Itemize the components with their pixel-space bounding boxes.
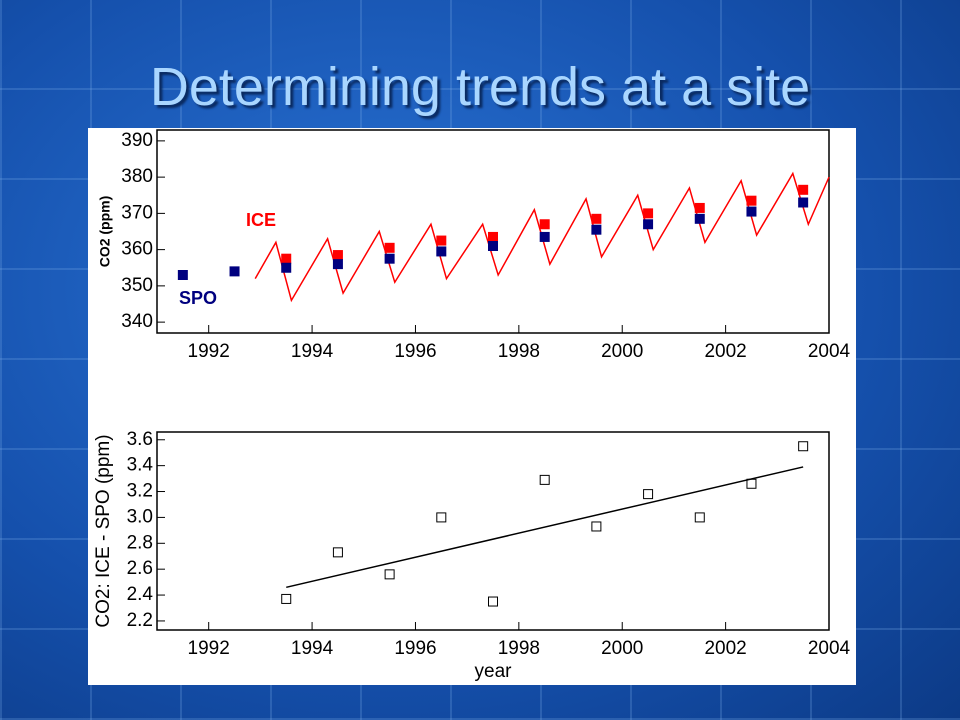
point (746, 206, 757, 217)
y-tick-label: 380 (121, 166, 153, 187)
plot-frame (156, 129, 830, 334)
y-tick-label: 3.0 (127, 506, 153, 527)
point (643, 208, 654, 219)
point (591, 224, 602, 235)
x-tick-label: 2002 (704, 638, 746, 659)
point (281, 253, 292, 264)
point (694, 512, 705, 523)
point (332, 250, 343, 261)
y-tick-label: 3.2 (127, 481, 153, 502)
point (798, 184, 809, 195)
slide-title: Determining trends at a site (149, 57, 811, 117)
y-tick-label: 360 (121, 239, 153, 260)
y-tick-label: 350 (121, 275, 153, 296)
line (286, 466, 804, 589)
y-tick-label: 3.4 (127, 455, 154, 476)
point (643, 489, 654, 500)
x-tick-label: 1992 (188, 638, 230, 659)
x-tick-label: 1998 (498, 638, 540, 659)
y-tick-label: 2.2 (127, 610, 153, 631)
point (281, 593, 292, 604)
point (539, 219, 550, 230)
point (488, 231, 498, 242)
point (591, 213, 602, 224)
x-tick-label: 1994 (291, 341, 334, 362)
x-tick-label: 1996 (394, 341, 436, 362)
y-tick-label: 390 (121, 130, 153, 151)
chart-panel (88, 128, 856, 685)
point (591, 521, 602, 532)
y-axis-label: CO2 (ppm) (97, 196, 113, 268)
point (229, 266, 240, 277)
series-label: SPO (179, 288, 217, 308)
point (332, 259, 343, 270)
point (798, 441, 809, 452)
point (539, 474, 550, 485)
point (643, 219, 654, 230)
point (798, 197, 809, 208)
point (488, 241, 498, 251)
x-tick-label: 2000 (601, 638, 643, 659)
y-tick-label: 2.8 (127, 532, 153, 553)
y-tick-label: 2.6 (127, 558, 153, 579)
point (281, 262, 292, 273)
point (436, 512, 447, 523)
point (384, 253, 395, 264)
y-tick-label: 2.4 (127, 584, 154, 605)
x-tick-label: 1992 (188, 341, 230, 362)
y-axis-label: CO2: ICE - SPO (ppm) (93, 434, 114, 627)
point (694, 202, 705, 213)
plot-frame (156, 431, 830, 631)
point (384, 569, 395, 580)
series-label: ICE (246, 210, 276, 230)
y-tick-label: 370 (121, 202, 153, 223)
point (539, 231, 550, 242)
x-tick-label: 1998 (498, 341, 540, 362)
x-tick-label: 1996 (394, 638, 436, 659)
point (488, 596, 498, 607)
point (436, 235, 447, 246)
y-tick-label: 3.6 (127, 429, 153, 450)
x-tick-label: 2002 (704, 341, 746, 362)
x-tick-label: 2004 (808, 341, 851, 362)
point (436, 246, 447, 257)
x-axis-label: year (475, 661, 513, 682)
point (332, 547, 343, 558)
x-tick-label: 2004 (808, 638, 851, 659)
point (384, 242, 395, 253)
point (694, 213, 705, 224)
x-tick-label: 1994 (291, 638, 334, 659)
point (177, 270, 188, 280)
y-tick-label: 340 (121, 311, 153, 332)
x-tick-label: 2000 (601, 341, 643, 362)
point (746, 195, 757, 206)
